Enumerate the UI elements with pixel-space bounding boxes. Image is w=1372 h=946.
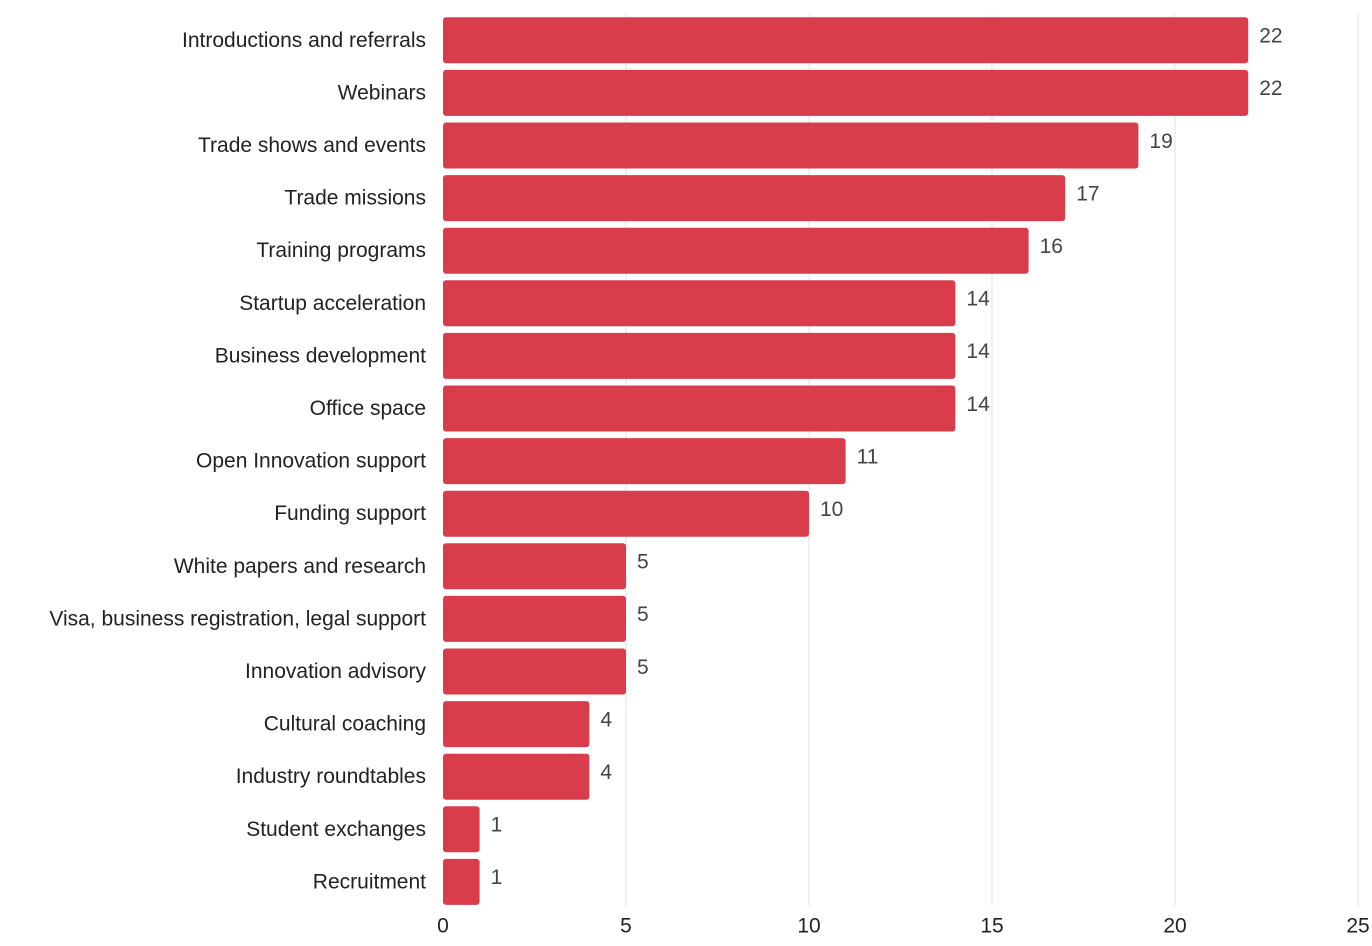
bar bbox=[443, 858, 480, 905]
category-label: Open Innovation support bbox=[196, 450, 426, 473]
category-label: Startup acceleration bbox=[239, 292, 426, 315]
category-label: Webinars bbox=[338, 81, 426, 104]
bar bbox=[443, 438, 846, 485]
bar bbox=[443, 595, 626, 642]
bar bbox=[443, 806, 480, 853]
category-label: Visa, business registration, legal suppo… bbox=[49, 607, 426, 630]
value-label: 5 bbox=[637, 656, 649, 679]
category-label: Cultural coaching bbox=[264, 713, 426, 736]
bar bbox=[443, 490, 809, 537]
bar-layer bbox=[443, 17, 1249, 905]
value-label: 14 bbox=[966, 393, 990, 416]
value-label: 16 bbox=[1040, 235, 1063, 258]
bar bbox=[443, 332, 956, 379]
category-label: Business development bbox=[215, 344, 426, 367]
category-label: Industry roundtables bbox=[236, 765, 426, 788]
category-label: Trade missions bbox=[284, 187, 426, 210]
value-label: 1 bbox=[491, 814, 503, 837]
value-label: 4 bbox=[600, 761, 612, 784]
category-label: Funding support bbox=[274, 502, 426, 525]
category-label: Office space bbox=[310, 397, 426, 420]
x-tick-label: 10 bbox=[797, 915, 820, 938]
value-label: 10 bbox=[820, 498, 843, 521]
bar bbox=[443, 753, 590, 800]
bar bbox=[443, 280, 956, 327]
x-tick-label: 25 bbox=[1346, 915, 1369, 938]
x-tick-label: 0 bbox=[437, 915, 449, 938]
value-label: 11 bbox=[857, 445, 879, 468]
value-label: 5 bbox=[637, 551, 649, 574]
x-tick-label: 15 bbox=[980, 915, 1003, 938]
category-label: Training programs bbox=[256, 239, 426, 262]
value-label: 22 bbox=[1259, 25, 1282, 48]
category-label-layer: Introductions and referrals Webinars Trade… bbox=[49, 29, 426, 894]
value-label: 1 bbox=[491, 866, 503, 889]
bar bbox=[443, 69, 1249, 116]
bar bbox=[443, 701, 590, 748]
bar bbox=[443, 17, 1249, 64]
bar bbox=[443, 227, 1029, 274]
category-label: Innovation advisory bbox=[245, 660, 426, 683]
tick-label-layer: 0 5 10 15 20 25 bbox=[437, 915, 1370, 938]
value-label: 19 bbox=[1149, 130, 1172, 153]
category-label: Trade shows and events bbox=[198, 134, 426, 157]
value-label: 14 bbox=[966, 340, 990, 363]
value-label: 14 bbox=[966, 288, 990, 311]
bar bbox=[443, 648, 626, 695]
category-label: White papers and research bbox=[174, 555, 426, 578]
x-tick-label: 20 bbox=[1163, 915, 1186, 938]
category-label: Student exchanges bbox=[246, 818, 426, 841]
bar bbox=[443, 122, 1139, 169]
bar bbox=[443, 543, 626, 590]
value-label: 4 bbox=[600, 708, 612, 731]
value-label: 5 bbox=[637, 603, 649, 626]
bar bbox=[443, 385, 956, 432]
x-tick-label: 5 bbox=[620, 915, 632, 938]
bar bbox=[443, 175, 1066, 222]
category-label: Recruitment bbox=[313, 870, 426, 893]
value-label: 17 bbox=[1076, 182, 1099, 205]
value-label: 22 bbox=[1259, 77, 1282, 100]
category-label: Introductions and referrals bbox=[182, 29, 426, 52]
